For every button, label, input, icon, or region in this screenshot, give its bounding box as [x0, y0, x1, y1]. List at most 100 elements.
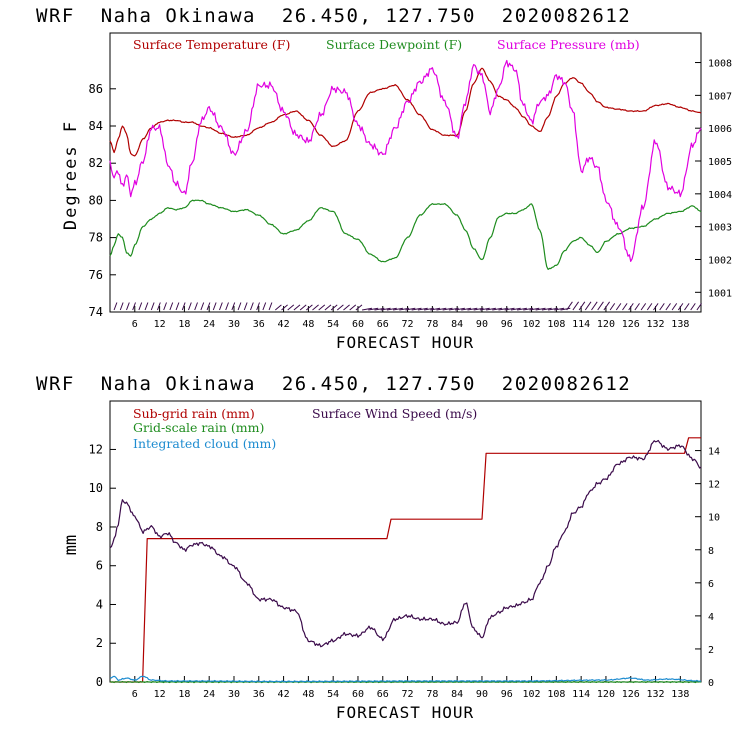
- wind-barb: [560, 307, 571, 311]
- wind-barb: [126, 302, 130, 311]
- chart2-xtick-label: 12: [154, 689, 166, 700]
- chart2-series-integrated-cloud-mm: [109, 675, 702, 683]
- chart2-header: WRF Naha Okinawa 26.450, 127.750 2020082…: [36, 373, 631, 395]
- chart2-ytick-label: 12: [89, 442, 103, 456]
- wind-barb: [591, 301, 598, 311]
- chart1-ytick-label: 80: [89, 193, 103, 207]
- wind-barb: [622, 303, 628, 311]
- wind-barb: [250, 302, 254, 311]
- chart1-y2tick-label: 1007: [708, 91, 732, 102]
- wind-barb: [640, 303, 647, 311]
- wind-barb: [368, 307, 379, 311]
- chart1-series-surface-dewpoint-f: [109, 199, 702, 270]
- wind-barb: [646, 303, 653, 311]
- chart1-xtick-label: 30: [228, 319, 240, 330]
- wind-barb: [504, 307, 515, 311]
- wind-barb: [467, 307, 478, 311]
- chart2-xtick-label: 108: [547, 689, 565, 700]
- wind-barb: [615, 303, 622, 311]
- chart2-xtick-label: 66: [377, 689, 389, 700]
- chart2-xtick-label: 132: [647, 689, 665, 700]
- wind-barb: [578, 301, 586, 311]
- wind-barb: [628, 303, 634, 311]
- chart2-series-group: [109, 437, 702, 684]
- chart2-legend-integrated-cloud: Integrated cloud (mm): [133, 436, 276, 451]
- chart1-xtick-label: 78: [426, 319, 438, 330]
- chart1-ytick-label: 78: [89, 231, 103, 245]
- wind-barb: [671, 303, 678, 311]
- chart2-ytick-label: 0: [96, 675, 103, 689]
- chart1-series-surface-pressure-mb: [109, 59, 702, 262]
- wind-barb: [113, 302, 118, 311]
- wind-barb: [225, 302, 229, 311]
- chart1-y2tick-label: 1001: [708, 288, 732, 299]
- chart2-xtick-label: 54: [327, 689, 339, 700]
- chart2-series-grid-scale-rain-mm: [109, 680, 702, 684]
- wind-barb: [150, 302, 155, 311]
- chart1-xtick-label: 102: [523, 319, 541, 330]
- wind-barb: [486, 307, 496, 311]
- wind-barb: [343, 304, 350, 311]
- wind-barb: [399, 307, 410, 311]
- wind-barb: [349, 304, 357, 311]
- chart1-xtick-label: 96: [501, 319, 513, 330]
- wind-barb: [548, 307, 558, 311]
- chart1-y2tick-label: 1008: [708, 59, 732, 70]
- wind-barb: [163, 302, 167, 311]
- wind-barb: [535, 307, 546, 311]
- chart2-xlabel: FORECAST HOUR: [336, 703, 474, 722]
- chart2-xtick-label: 96: [501, 689, 513, 700]
- wind-barb: [473, 307, 484, 311]
- chart1-xtick-label: 12: [154, 319, 166, 330]
- wind-barb: [405, 307, 416, 311]
- wind-barb: [386, 307, 397, 311]
- wind-barb: [684, 303, 690, 311]
- wind-barb: [498, 307, 509, 311]
- chart2-y2tick-label: 8: [708, 546, 714, 557]
- wind-barb: [231, 302, 236, 311]
- chart2-xtick-label: 24: [203, 689, 215, 700]
- chart2-xtick-label: 6: [132, 689, 138, 700]
- wind-barb: [461, 307, 472, 311]
- chart2-xtick-label: 18: [178, 689, 190, 700]
- wind-barb: [212, 302, 217, 311]
- wind-barb: [138, 302, 143, 311]
- chart2-xtick-label: 120: [597, 689, 615, 700]
- wind-barb: [200, 302, 205, 311]
- chart1-ytick-label: 84: [89, 119, 103, 133]
- chart2-y2tick-label: 6: [708, 579, 714, 590]
- chart1-xlabel: FORECAST HOUR: [336, 333, 474, 352]
- wind-barb: [144, 302, 149, 311]
- chart1-xtick-label: 24: [203, 319, 215, 330]
- chart1-xtick-label: 48: [302, 319, 314, 330]
- chart1-y2tick-label: 1003: [708, 223, 732, 234]
- wind-barb: [355, 304, 363, 311]
- chart1-legend-temperature: Surface Temperature (F): [133, 37, 290, 52]
- chart2-xtick-label: 60: [352, 689, 364, 700]
- chart1-ytick-label: 86: [89, 82, 103, 96]
- wind-barb: [287, 304, 295, 311]
- wind-barb: [566, 301, 573, 311]
- wind-barb: [417, 307, 428, 311]
- chart1-series-surface-temperature-f: [109, 67, 702, 157]
- wind-barb: [665, 303, 671, 311]
- chart2-xtick-label: 138: [671, 689, 689, 700]
- wind-barb: [411, 307, 422, 311]
- chart2-xtick-label: 90: [476, 689, 488, 700]
- wind-barb: [541, 307, 552, 311]
- wind-barb: [597, 301, 604, 311]
- chart1-wind-barbs: [113, 301, 702, 311]
- wind-barb: [119, 302, 124, 311]
- chart1-xtick-label: 120: [597, 319, 615, 330]
- chart1-xtick-label: 54: [327, 319, 339, 330]
- chart2-xtick-label: 48: [302, 689, 314, 700]
- wind-barb: [281, 304, 288, 311]
- chart2-y2tick-label: 4: [708, 612, 714, 623]
- chart2-y2tick-label: 2: [708, 645, 714, 656]
- chart2-legend-subgrid-rain: Sub-grid rain (mm): [133, 406, 255, 421]
- chart2-y2tick-label: 10: [708, 513, 720, 524]
- wind-barb: [393, 307, 403, 311]
- chart1-y2tick-label: 1005: [708, 157, 732, 168]
- wind-barb: [274, 304, 282, 311]
